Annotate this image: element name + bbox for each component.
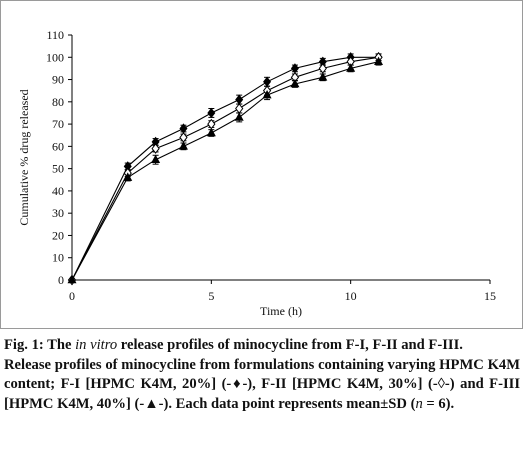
y-tick-label: 30 — [52, 206, 64, 220]
filled-triangle-marker — [318, 72, 328, 81]
caption-title-post: release profiles of minocycline from F-I… — [117, 337, 463, 353]
y-tick-label: 50 — [52, 162, 64, 176]
x-tick-label: 0 — [69, 289, 75, 303]
series-line-F-II — [71, 56, 379, 281]
release-profile-chart: 0 10 20 30 40 50 60 70 80 90 100 110 0 5 10 15 Time (h)… — [17, 28, 496, 318]
series-line-F-I — [71, 56, 379, 281]
filled-diamond-marker — [263, 76, 272, 87]
filled-triangle-marker — [234, 112, 244, 121]
caption-body-end: = 6). — [422, 395, 455, 412]
y-tick-label: 110 — [46, 28, 64, 42]
filled-triangle-marker — [123, 172, 133, 181]
filled-triangle-marker — [151, 154, 161, 164]
filled-diamond-marker — [235, 94, 244, 105]
x-tick-label: 10 — [345, 289, 357, 303]
y-tick-label: 90 — [52, 73, 64, 87]
caption-fig-label: Fig. 1: — [4, 337, 44, 353]
open-diamond-marker — [235, 103, 244, 114]
filled-triangle-marker — [67, 274, 77, 284]
series-line-F-III — [71, 61, 379, 281]
x-tick-label: 15 — [484, 289, 496, 303]
open-diamond-marker — [151, 143, 160, 154]
caption-body: Release profiles of minocycline from for… — [4, 356, 520, 415]
x-axis-title: Time (h) — [260, 304, 302, 318]
y-tick-label: 10 — [52, 251, 64, 265]
caption-body-italic: n — [415, 395, 423, 412]
y-tick-label: 20 — [52, 228, 64, 242]
chart-axes: 0 10 20 30 40 50 60 70 80 90 100 110 0 5 10 15 — [46, 28, 496, 303]
y-tick-label: 80 — [52, 95, 64, 109]
y-tick-label: 100 — [46, 50, 64, 64]
chart-frame: 0 10 20 30 40 50 60 70 80 90 100 110 0 5 10 15 Time (h)… — [0, 0, 523, 329]
filled-triangle-marker — [206, 127, 216, 137]
filled-triangle-marker — [346, 63, 356, 72]
chart-series — [67, 51, 384, 286]
caption-title: Fig. 1: The in vitro release profiles of… — [4, 336, 520, 356]
y-tick-label: 40 — [52, 184, 64, 198]
filled-triangle-marker — [178, 141, 188, 150]
caption-body-text: Release profiles of minocycline from for… — [4, 356, 520, 412]
caption-title-pre: The — [43, 337, 76, 353]
figure-caption: Fig. 1: The in vitro release profiles of… — [4, 336, 520, 414]
caption-title-italic: in vitro — [75, 337, 118, 353]
x-tick-label: 5 — [208, 289, 214, 303]
filled-diamond-marker — [207, 107, 216, 119]
y-tick-label: 70 — [52, 117, 64, 131]
y-tick-label: 60 — [52, 139, 64, 153]
y-axis-title: Cumulative % drug released — [17, 89, 31, 225]
y-tick-label: 0 — [58, 273, 64, 287]
filled-triangle-marker — [290, 78, 300, 88]
filled-triangle-marker — [262, 89, 272, 99]
filled-triangle-marker — [374, 56, 384, 66]
